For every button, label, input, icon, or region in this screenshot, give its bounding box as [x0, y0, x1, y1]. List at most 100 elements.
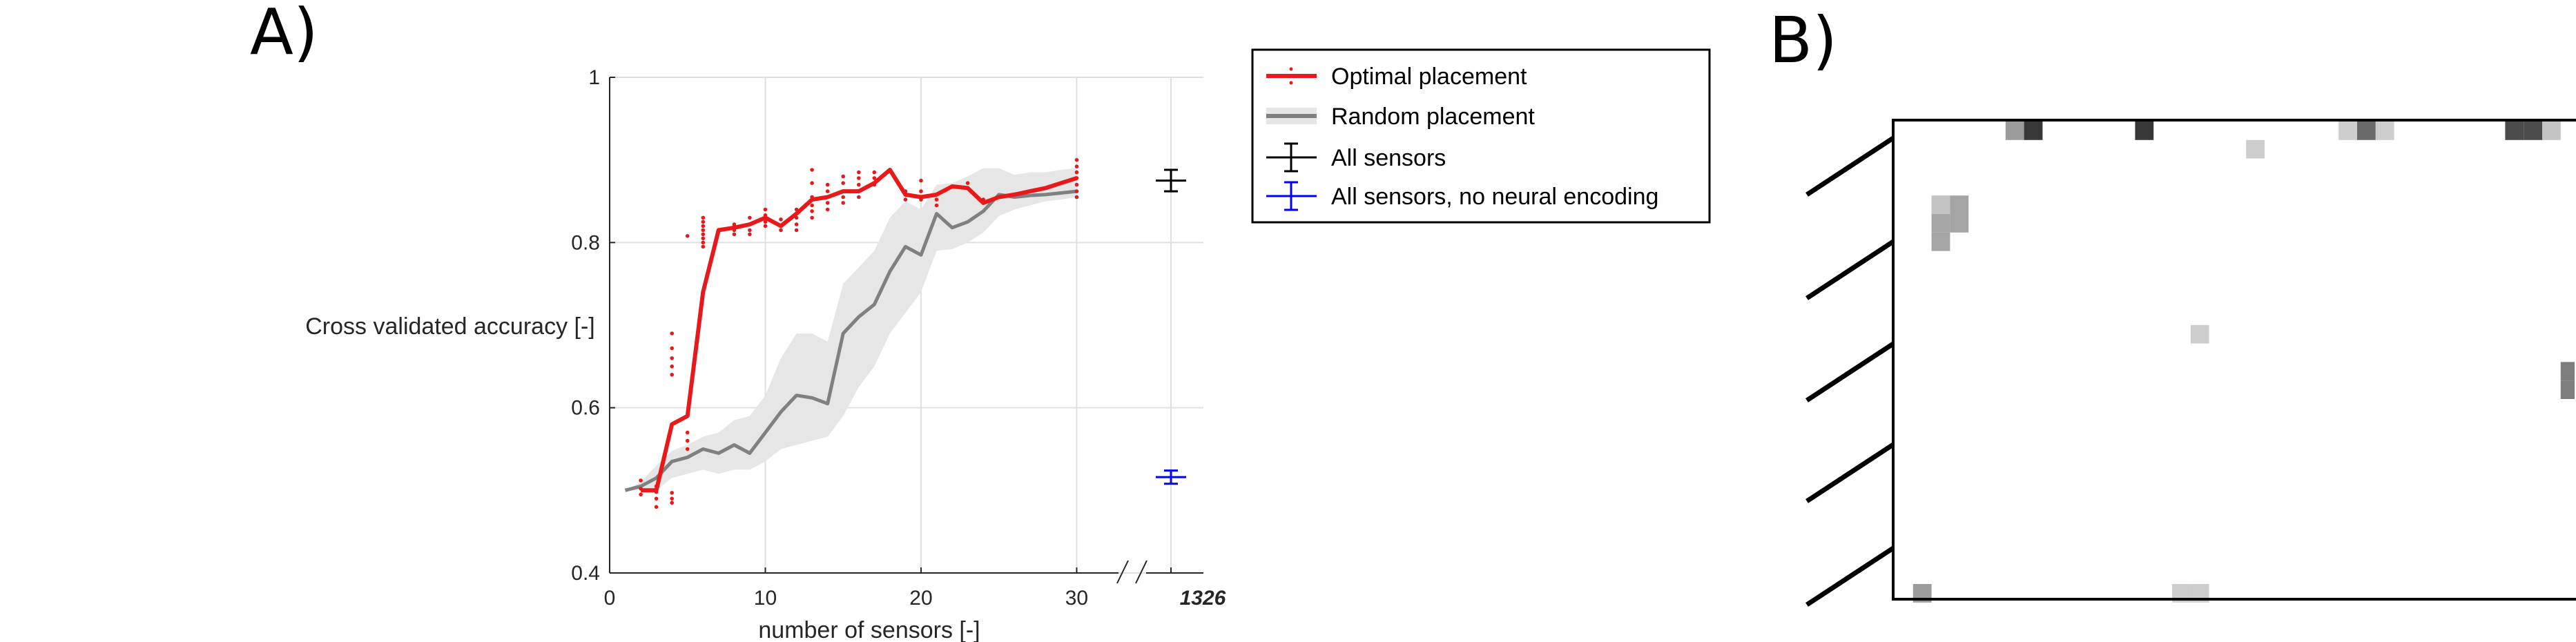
heatmap-cell — [1950, 195, 1969, 214]
optimal-point — [701, 236, 706, 241]
optimal-point — [810, 203, 814, 208]
heatmap-cell — [2246, 139, 2265, 159]
optimal-point — [701, 240, 706, 245]
optimal-point — [763, 224, 768, 228]
optimal-point — [701, 215, 706, 220]
optimal-point — [701, 244, 706, 249]
optimal-point — [685, 234, 690, 238]
legend-label-random: Random placement — [1331, 104, 1535, 130]
optimal-point — [639, 492, 643, 497]
optimal-point — [810, 168, 814, 172]
optimal-point — [701, 224, 706, 228]
optimal-point — [825, 189, 830, 193]
heatmap-cell — [1931, 214, 1950, 233]
legend-box — [1251, 48, 1711, 224]
optimal-point — [857, 176, 861, 180]
panel-label-a: A) — [250, 0, 318, 69]
legend-dot-optimal — [1289, 81, 1293, 85]
legend-label-no-neural: All sensors, no neural encoding — [1331, 184, 1658, 210]
x-tick-label: 10 — [754, 587, 777, 610]
optimal-point — [810, 181, 814, 186]
heatmap-cell — [2005, 121, 2024, 140]
optimal-point — [670, 356, 674, 360]
heatmap-cell — [1931, 232, 1950, 251]
optimal-point — [872, 176, 877, 180]
x-tick-label: 0 — [604, 587, 616, 610]
optimal-point — [934, 197, 939, 202]
optimal-point — [670, 491, 674, 495]
optimal-point — [670, 331, 674, 335]
optimal-point — [965, 181, 970, 186]
heatmap-cell — [2560, 362, 2575, 381]
chart-a-lines — [624, 157, 1079, 509]
axis-break-mark — [1116, 560, 1129, 584]
legend: Optimal placement Random placement All s… — [1251, 48, 1711, 224]
heatmap-cell — [2560, 380, 2575, 399]
legend-label-all-sensors: All sensors — [1331, 145, 1446, 171]
chart-a-axes: 0.40.60.810 10 20 30 — [571, 66, 1203, 610]
optimal-point — [701, 228, 706, 233]
optimal-point — [841, 181, 845, 186]
heatmap-cell — [1950, 214, 1969, 233]
optimal-point — [748, 232, 752, 237]
optimal-point — [654, 505, 659, 509]
optimal-point — [670, 496, 674, 501]
optimal-point — [810, 215, 814, 220]
optimal-point — [1074, 182, 1079, 187]
optimal-point — [763, 207, 768, 212]
no-neural-errorbar — [1156, 469, 1186, 485]
x-tick-label: 20 — [909, 587, 932, 610]
optimal-point — [1074, 157, 1079, 162]
optimal-point — [670, 364, 674, 369]
optimal-point — [1074, 170, 1079, 175]
y-axis-label: Cross validated accuracy [-] — [305, 313, 595, 340]
optimal-point — [685, 430, 690, 435]
heatmap-cell — [2135, 121, 2154, 140]
optimal-point — [1074, 164, 1079, 168]
all-sensors-errorbar — [1156, 168, 1186, 193]
legend-dot-optimal — [1289, 67, 1293, 71]
optimal-point — [670, 500, 674, 505]
optimal-point — [1074, 189, 1079, 193]
optimal-point — [825, 182, 830, 187]
optimal-point — [841, 174, 845, 179]
heatmap-cell — [2524, 121, 2542, 140]
optimal-point — [857, 195, 861, 200]
legend-swatch-no-neural — [1266, 181, 1317, 211]
optimal-point — [919, 178, 923, 183]
optimal-point — [701, 232, 706, 237]
optimal-point — [1074, 195, 1079, 200]
optimal-point — [810, 209, 814, 213]
heatmap-cell — [2375, 121, 2394, 140]
optimal-point — [685, 438, 690, 443]
optimal-point — [748, 215, 752, 220]
optimal-point — [779, 217, 783, 222]
axis-break-mark — [1135, 560, 1147, 584]
optimal-point — [934, 203, 939, 208]
optimal-point — [841, 201, 845, 205]
heatmap-cell — [1931, 195, 1950, 214]
heatmap-cell — [2357, 121, 2376, 140]
legend-swatch-all-sensors — [1266, 142, 1317, 173]
optimal-point — [732, 232, 737, 237]
heatmap-cells — [1912, 121, 2575, 603]
optimal-point — [857, 182, 861, 187]
optimal-point — [685, 447, 690, 451]
optimal-point — [794, 228, 799, 233]
legend-label-optimal: Optimal placement — [1331, 64, 1527, 90]
optimal-point — [841, 195, 845, 200]
wall-hatch — [1805, 136, 1895, 607]
optimal-point — [748, 228, 752, 233]
chart-a-errorbars — [1156, 168, 1186, 485]
optimal-point — [903, 197, 908, 202]
heatmap-cell — [2024, 121, 2043, 140]
x-axis-label: number of sensors [-] — [758, 617, 980, 642]
optimal-point — [701, 220, 706, 224]
panel-label-b: B) — [1769, 3, 1837, 77]
panel-b — [1805, 119, 2576, 607]
broken-axis-tick-label: 1326 — [1180, 587, 1226, 610]
optimal-placement-line — [641, 168, 1078, 493]
random-placement-area — [625, 168, 1077, 491]
optimal-point — [919, 189, 923, 193]
